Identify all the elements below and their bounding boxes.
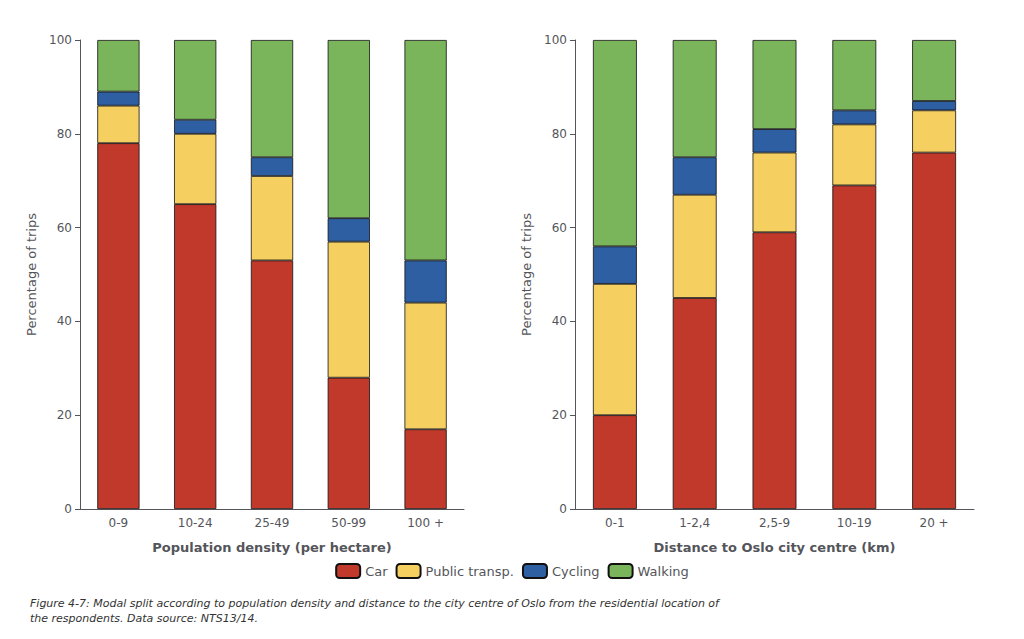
svg-text:Walking: Walking: [638, 564, 689, 579]
svg-text:20: 20: [57, 408, 72, 422]
svg-text:80: 80: [57, 127, 72, 141]
svg-text:0-9: 0-9: [109, 516, 129, 530]
svg-text:60: 60: [57, 221, 72, 235]
svg-text:0: 0: [64, 502, 72, 516]
svg-text:100: 100: [49, 33, 72, 47]
svg-text:Distance to Oslo city centre (: Distance to Oslo city centre (km): [654, 540, 896, 555]
svg-text:60: 60: [552, 221, 567, 235]
svg-text:80: 80: [552, 127, 567, 141]
svg-text:40: 40: [57, 314, 72, 328]
svg-text:Figure 4-7: Modal split accord: Figure 4-7: Modal split according to pop…: [30, 597, 721, 610]
svg-text:Cycling: Cycling: [552, 564, 600, 579]
svg-text:40: 40: [552, 314, 567, 328]
svg-text:100 +: 100 +: [407, 516, 444, 530]
svg-text:Car: Car: [365, 564, 388, 579]
svg-text:Percentage of trips: Percentage of trips: [519, 213, 534, 336]
svg-text:0: 0: [559, 502, 567, 516]
svg-text:2,5-9: 2,5-9: [759, 516, 790, 530]
svg-text:25-49: 25-49: [255, 516, 290, 530]
svg-text:Public transp.: Public transp.: [426, 564, 514, 579]
svg-text:20: 20: [552, 408, 567, 422]
svg-text:1-2,4: 1-2,4: [679, 516, 710, 530]
svg-text:10-19: 10-19: [837, 516, 872, 530]
svg-text:the respondents. Data source:: the respondents. Data source: NTS13/14.: [30, 612, 258, 625]
svg-text:0-1: 0-1: [605, 516, 625, 530]
svg-text:Population density (per hectar: Population density (per hectare): [152, 540, 391, 555]
svg-text:20 +: 20 +: [920, 516, 949, 530]
svg-text:10-24: 10-24: [178, 516, 213, 530]
svg-text:Percentage of trips: Percentage of trips: [24, 213, 39, 336]
svg-text:100: 100: [544, 33, 567, 47]
svg-text:50-99: 50-99: [331, 516, 366, 530]
